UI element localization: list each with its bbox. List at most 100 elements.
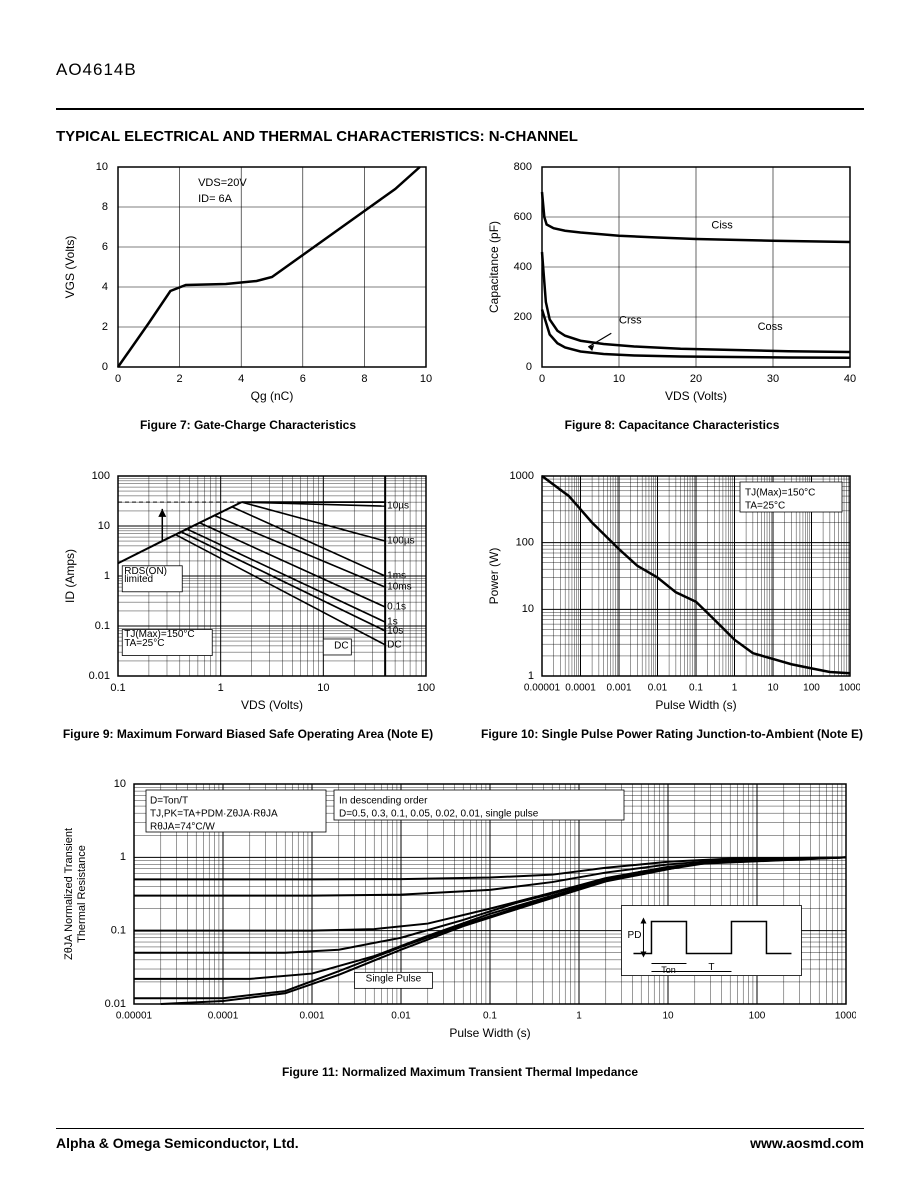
svg-text:0: 0 — [526, 361, 532, 373]
part-number: AO4614B — [56, 60, 864, 80]
svg-text:0.0001: 0.0001 — [565, 682, 596, 693]
footer-rule — [56, 1128, 864, 1129]
svg-text:0.01: 0.01 — [391, 1011, 411, 1022]
svg-text:10: 10 — [522, 603, 534, 615]
svg-text:T: T — [708, 962, 714, 973]
svg-text:10: 10 — [662, 1011, 674, 1022]
svg-text:10: 10 — [98, 520, 110, 532]
svg-text:limited: limited — [124, 574, 153, 585]
figure-9: 0.11101000.010.111010010µs100µs1ms10ms0.… — [56, 466, 440, 743]
svg-text:0.1: 0.1 — [110, 682, 125, 694]
svg-text:100: 100 — [417, 682, 435, 694]
svg-text:100: 100 — [92, 470, 110, 482]
svg-text:TA=25°C: TA=25°C — [745, 500, 785, 511]
svg-text:10: 10 — [767, 682, 779, 693]
svg-text:1: 1 — [528, 670, 534, 682]
svg-text:VDS (Volts): VDS (Volts) — [241, 698, 303, 712]
datasheet-page: AO4614B TYPICAL ELECTRICAL AND THERMAL C… — [0, 0, 920, 1191]
svg-text:10ms: 10ms — [387, 581, 411, 592]
svg-text:10µs: 10µs — [387, 500, 409, 511]
svg-text:Pulse Width (s): Pulse Width (s) — [449, 1026, 530, 1040]
svg-text:1: 1 — [104, 570, 110, 582]
svg-text:8: 8 — [102, 201, 108, 213]
svg-text:TJ,PK=TA+PDM·ZθJA·RθJA: TJ,PK=TA+PDM·ZθJA·RθJA — [150, 809, 278, 820]
svg-text:VGS (Volts): VGS (Volts) — [63, 236, 77, 299]
page-footer: Alpha & Omega Semiconductor, Ltd. www.ao… — [56, 1128, 864, 1151]
svg-text:100: 100 — [516, 536, 534, 548]
svg-text:0: 0 — [102, 361, 108, 373]
svg-text:200: 200 — [514, 311, 532, 323]
svg-text:2: 2 — [102, 321, 108, 333]
svg-text:0.01: 0.01 — [648, 682, 668, 693]
svg-text:ID= 6A: ID= 6A — [198, 193, 233, 205]
svg-text:6: 6 — [300, 373, 306, 385]
figure-10: 0.000010.00010.0010.010.1110100100011010… — [480, 466, 864, 743]
svg-text:0.1: 0.1 — [111, 925, 126, 937]
svg-text:8: 8 — [361, 373, 367, 385]
svg-text:0.00001: 0.00001 — [116, 1011, 153, 1022]
svg-text:Coss: Coss — [758, 321, 784, 333]
svg-text:0: 0 — [115, 373, 121, 385]
svg-text:0.00001: 0.00001 — [524, 682, 561, 693]
figure-7: 02468100246810VDS=20VID= 6AQg (nC)VGS (V… — [56, 157, 440, 434]
svg-text:20: 20 — [690, 373, 702, 385]
svg-text:0: 0 — [539, 373, 545, 385]
svg-text:1000: 1000 — [510, 470, 534, 482]
svg-text:40: 40 — [844, 373, 856, 385]
svg-text:0.1: 0.1 — [689, 682, 703, 693]
svg-text:0.1s: 0.1s — [387, 601, 406, 612]
svg-text:100: 100 — [803, 682, 820, 693]
svg-text:10s: 10s — [387, 625, 403, 636]
svg-text:0.001: 0.001 — [606, 682, 631, 693]
svg-text:1: 1 — [576, 1011, 582, 1022]
figure-8-caption: Figure 8: Capacitance Characteristics — [480, 418, 864, 434]
row-1: 02468100246810VDS=20VID= 6AQg (nC)VGS (V… — [56, 157, 864, 434]
figure-10-caption: Figure 10: Single Pulse Power Rating Jun… — [480, 727, 864, 743]
svg-text:1ms: 1ms — [387, 570, 406, 581]
svg-text:0.1: 0.1 — [95, 620, 110, 632]
section-title: TYPICAL ELECTRICAL AND THERMAL CHARACTER… — [56, 128, 864, 145]
svg-text:0.0001: 0.0001 — [208, 1011, 239, 1022]
svg-text:TA=25°C: TA=25°C — [124, 638, 164, 649]
footer-company: Alpha & Omega Semiconductor, Ltd. — [56, 1135, 299, 1151]
svg-text:6: 6 — [102, 241, 108, 253]
svg-text:4: 4 — [102, 281, 108, 293]
svg-text:100µs: 100µs — [387, 535, 414, 546]
svg-text:600: 600 — [514, 211, 532, 223]
svg-text:D=Ton/T: D=Ton/T — [150, 796, 188, 807]
svg-text:0.1: 0.1 — [483, 1011, 497, 1022]
svg-text:VDS=20V: VDS=20V — [198, 177, 247, 189]
svg-text:0.01: 0.01 — [89, 670, 110, 682]
svg-text:VDS (Volts): VDS (Volts) — [665, 389, 727, 403]
svg-text:PD: PD — [628, 930, 642, 941]
svg-text:30: 30 — [767, 373, 779, 385]
svg-text:Ton: Ton — [661, 965, 676, 975]
figure-11: 0.000010.00010.0010.010.111010010000.010… — [56, 774, 864, 1081]
svg-text:RθJA=74°C/W: RθJA=74°C/W — [150, 822, 215, 833]
figure-9-caption: Figure 9: Maximum Forward Biased Safe Op… — [56, 727, 440, 743]
svg-text:1: 1 — [120, 851, 126, 863]
svg-text:2: 2 — [177, 373, 183, 385]
svg-text:Single Pulse: Single Pulse — [366, 974, 422, 985]
svg-text:Power (W): Power (W) — [487, 547, 501, 604]
svg-text:Ciss: Ciss — [711, 220, 733, 232]
svg-text:In descending order: In descending order — [339, 796, 428, 807]
svg-text:Pulse Width (s): Pulse Width (s) — [655, 698, 736, 712]
svg-text:ZθJA Normalized TransientTherm: ZθJA Normalized TransientThermal Resista… — [63, 828, 88, 960]
svg-text:1000: 1000 — [839, 682, 860, 693]
svg-text:10: 10 — [317, 682, 329, 694]
svg-text:0.001: 0.001 — [299, 1011, 324, 1022]
svg-text:D=0.5, 0.3, 0.1, 0.05, 0.02, 0: D=0.5, 0.3, 0.1, 0.05, 0.02, 0.01, singl… — [339, 809, 539, 820]
top-rule — [56, 108, 864, 110]
svg-text:10: 10 — [420, 373, 432, 385]
svg-text:DC: DC — [387, 639, 401, 650]
svg-text:400: 400 — [514, 261, 532, 273]
svg-text:TJ(Max)=150°C: TJ(Max)=150°C — [745, 487, 815, 498]
svg-text:0.01: 0.01 — [105, 998, 126, 1010]
svg-text:4: 4 — [238, 373, 244, 385]
svg-text:800: 800 — [514, 161, 532, 173]
svg-text:Capacitance (pF): Capacitance (pF) — [487, 221, 501, 313]
svg-text:1: 1 — [218, 682, 224, 694]
figure-7-caption: Figure 7: Gate-Charge Characteristics — [56, 418, 440, 434]
svg-text:10: 10 — [96, 161, 108, 173]
